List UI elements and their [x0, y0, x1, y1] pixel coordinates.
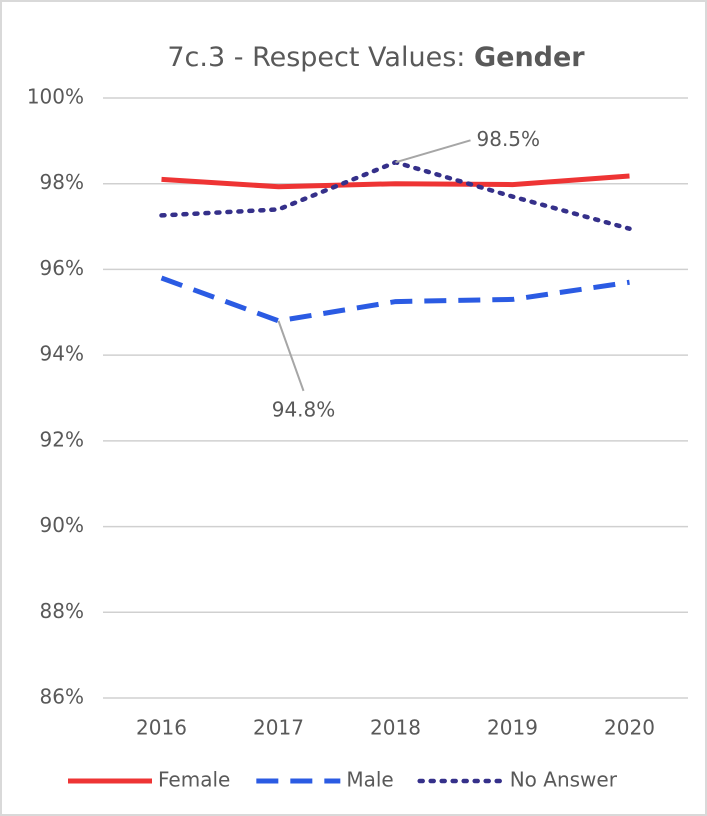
label-leader — [277, 320, 305, 392]
x-tick-label: 2018 — [370, 716, 421, 740]
y-tick-label: 94% — [40, 342, 84, 366]
x-tick-label: 2020 — [604, 716, 655, 740]
label-leader — [395, 139, 471, 164]
y-tick-label: 100% — [27, 85, 84, 109]
x-tick-label: 2017 — [253, 716, 304, 740]
series-line — [161, 173, 630, 190]
x-tick-label: 2019 — [487, 716, 538, 740]
y-tick-label: 98% — [40, 170, 84, 194]
y-tick-label: 96% — [40, 256, 84, 280]
legend-label: Female — [158, 768, 230, 792]
data-label: 94.8% — [272, 397, 336, 421]
y-tick-label: 92% — [40, 427, 84, 451]
title-emphasis: Gender — [474, 42, 585, 73]
series-line — [160, 275, 630, 324]
legend-label: Male — [346, 768, 393, 792]
y-tick-label: 86% — [40, 685, 84, 709]
data-label: 98.5% — [477, 127, 541, 151]
y-tick-label: 90% — [40, 513, 84, 537]
series-line — [159, 159, 632, 231]
x-tick-label: 2016 — [136, 716, 187, 740]
chart-title: 7c.3 - Respect Values: Gender — [167, 42, 585, 73]
title-text: 7c.3 - Respect Values: — [167, 42, 465, 73]
y-tick-label: 88% — [40, 599, 84, 623]
legend-label: No Answer — [510, 768, 618, 792]
